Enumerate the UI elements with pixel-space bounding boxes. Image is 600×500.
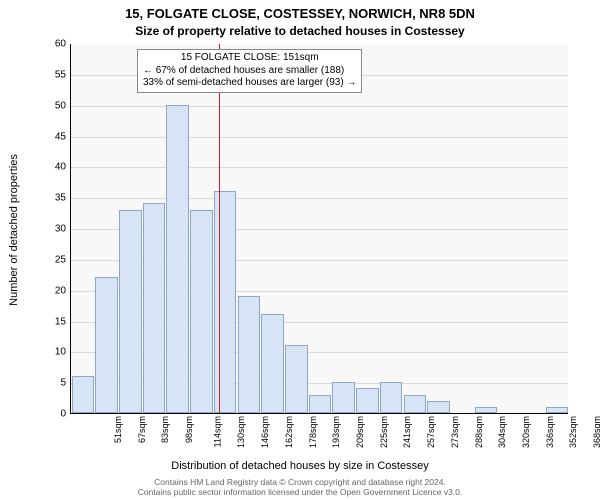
gridline <box>71 137 568 138</box>
histogram-bar <box>380 382 403 413</box>
x-tick-label: 288sqm <box>474 416 484 448</box>
histogram-bar <box>475 407 498 413</box>
histogram-bar <box>190 210 213 414</box>
histogram-bar <box>332 382 355 413</box>
annotation-box: 15 FOLGATE CLOSE: 151sqm← 67% of detache… <box>137 49 362 93</box>
annotation-line: ← 67% of detached houses are smaller (18… <box>143 65 356 78</box>
gridline <box>71 198 568 199</box>
histogram-bar <box>238 296 261 413</box>
histogram-bar <box>546 407 569 413</box>
x-tick-label: 352sqm <box>568 416 578 448</box>
title-secondary: Size of property relative to detached ho… <box>0 24 600 38</box>
histogram-bar <box>143 203 166 413</box>
x-tick-label: 51sqm <box>113 416 123 443</box>
y-tick-label: 5 <box>38 378 66 389</box>
footer-line-1: Contains HM Land Registry data © Crown c… <box>154 477 446 487</box>
x-tick-label: 98sqm <box>184 416 194 443</box>
x-axis-label: Distribution of detached houses by size … <box>0 460 600 472</box>
histogram-bar <box>166 105 189 413</box>
gridline <box>71 106 568 107</box>
y-tick-label: 35 <box>38 193 66 204</box>
x-tick-label: 368sqm <box>592 416 600 448</box>
histogram-bar <box>404 395 427 414</box>
x-tick-label: 257sqm <box>426 416 436 448</box>
y-tick-label: 50 <box>38 100 66 111</box>
y-tick-label: 15 <box>38 316 66 327</box>
histogram-bar <box>427 401 450 413</box>
annotation-line: 15 FOLGATE CLOSE: 151sqm <box>143 52 356 65</box>
histogram-bar <box>214 191 237 413</box>
histogram-bar <box>261 314 284 413</box>
x-tick-label: 241sqm <box>402 416 412 448</box>
x-tick-label: 130sqm <box>236 416 246 448</box>
y-tick-label: 0 <box>38 409 66 420</box>
x-tick-label: 67sqm <box>137 416 147 443</box>
y-tick-label: 40 <box>38 162 66 173</box>
y-tick-label: 45 <box>38 131 66 142</box>
y-tick-label: 55 <box>38 69 66 80</box>
y-tick-label: 10 <box>38 347 66 358</box>
y-tick-label: 60 <box>38 39 66 50</box>
x-tick-label: 273sqm <box>450 416 460 448</box>
x-tick-label: 162sqm <box>284 416 294 448</box>
x-tick-label: 209sqm <box>355 416 365 448</box>
x-tick-label: 146sqm <box>260 416 270 448</box>
y-axis-label: Number of detached properties <box>8 154 20 306</box>
histogram-bar <box>72 376 95 413</box>
histogram-bar <box>285 345 308 413</box>
x-tick-label: 83sqm <box>160 416 170 443</box>
footer-line-2: Contains public sector information licen… <box>138 487 463 497</box>
attribution-footer: Contains HM Land Registry data © Crown c… <box>0 478 600 498</box>
x-tick-label: 193sqm <box>331 416 341 448</box>
x-tick-label: 320sqm <box>521 416 531 448</box>
annotation-line: 33% of semi-detached houses are larger (… <box>143 77 356 90</box>
histogram-bar <box>356 388 379 413</box>
x-tick-label: 178sqm <box>308 416 318 448</box>
histogram-bar <box>119 210 142 414</box>
histogram-bar <box>95 277 118 413</box>
x-tick-label: 336sqm <box>545 416 555 448</box>
x-tick-label: 304sqm <box>497 416 507 448</box>
y-tick-label: 20 <box>38 285 66 296</box>
y-tick-label: 25 <box>38 254 66 265</box>
gridline <box>71 167 568 168</box>
x-tick-label: 114sqm <box>212 416 222 447</box>
histogram-bar <box>309 395 332 414</box>
chart-container: 15, FOLGATE CLOSE, COSTESSEY, NORWICH, N… <box>0 0 600 500</box>
x-tick-label: 225sqm <box>379 416 389 448</box>
plot-area: 15 FOLGATE CLOSE: 151sqm← 67% of detache… <box>70 44 568 414</box>
title-primary: 15, FOLGATE CLOSE, COSTESSEY, NORWICH, N… <box>0 6 600 21</box>
y-tick-label: 30 <box>38 224 66 235</box>
reference-line <box>219 44 220 413</box>
